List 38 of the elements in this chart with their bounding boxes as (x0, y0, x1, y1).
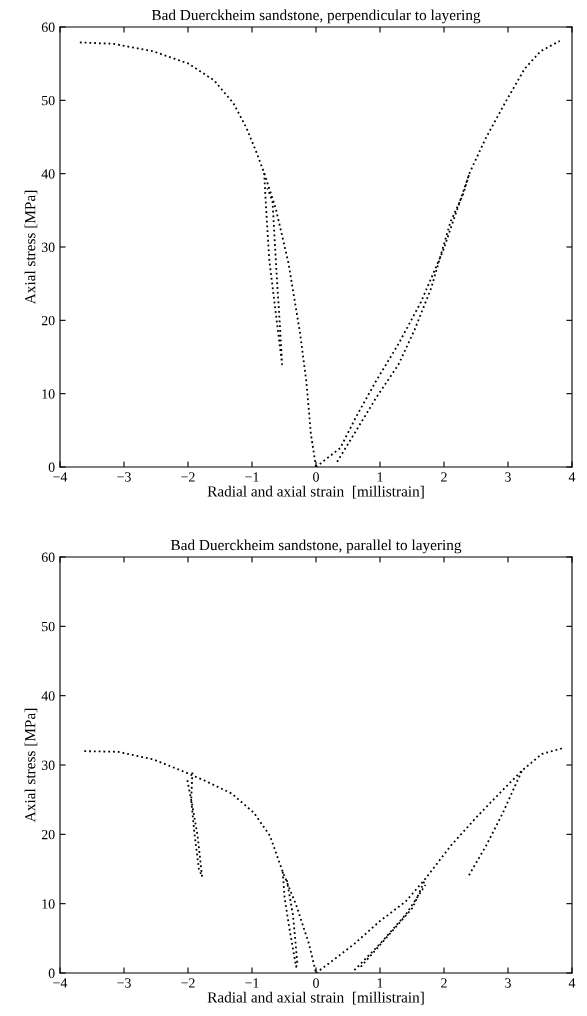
x-tick-label: −2 (181, 978, 195, 988)
y-tick-label: 10 (42, 389, 55, 399)
y-axis-title: Axial stress [MPa] (24, 708, 38, 823)
x-tick-label: 2 (441, 472, 447, 482)
x-tick-label: 0 (313, 472, 319, 482)
x-tick-label: 1 (377, 472, 383, 482)
x-tick-label: −4 (53, 978, 68, 988)
y-tick-label: 20 (41, 315, 55, 326)
y-tick-label: 20 (41, 829, 55, 840)
x-axis-title: Radial and axial strain [millistrain] (207, 991, 424, 1005)
y-tick-label: 10 (42, 899, 55, 909)
chart-title: Bad Duerckheim sandstone, parallel to layering (170, 539, 462, 554)
y-tick-label: 0 (48, 968, 55, 978)
y-tick-label: 60 (41, 552, 55, 562)
x-tick-label: 1 (377, 978, 383, 988)
x-tick-label: −4 (53, 472, 68, 482)
y-tick-label: 50 (42, 95, 55, 106)
y-tick-label: 40 (41, 169, 55, 179)
y-tick-label: 60 (41, 22, 55, 32)
y-axis-title: Axial stress [MPa] (24, 190, 38, 305)
y-tick-label: 40 (41, 691, 55, 701)
x-tick-label: 4 (568, 472, 576, 482)
x-tick-label: −2 (181, 472, 195, 482)
y-tick-label: 30 (41, 760, 55, 770)
y-tick-label: 0 (48, 462, 55, 472)
x-tick-label: 0 (313, 978, 319, 988)
x-tick-label: 3 (505, 472, 511, 482)
y-tick-label: 30 (41, 242, 55, 252)
x-tick-label: −1 (245, 978, 259, 988)
x-tick-label: −3 (117, 472, 131, 482)
chart-title: Bad Duerckheim sandstone, perpendicular to layering (151, 9, 481, 24)
y-tick-label: 50 (42, 621, 55, 632)
x-axis-title: Radial and axial strain [millistrain] (207, 485, 424, 499)
x-tick-label: 2 (441, 978, 447, 988)
x-tick-label: 3 (505, 978, 511, 988)
x-tick-label: −1 (245, 472, 259, 482)
x-tick-label: −3 (117, 978, 131, 988)
x-tick-label: 4 (568, 978, 576, 988)
